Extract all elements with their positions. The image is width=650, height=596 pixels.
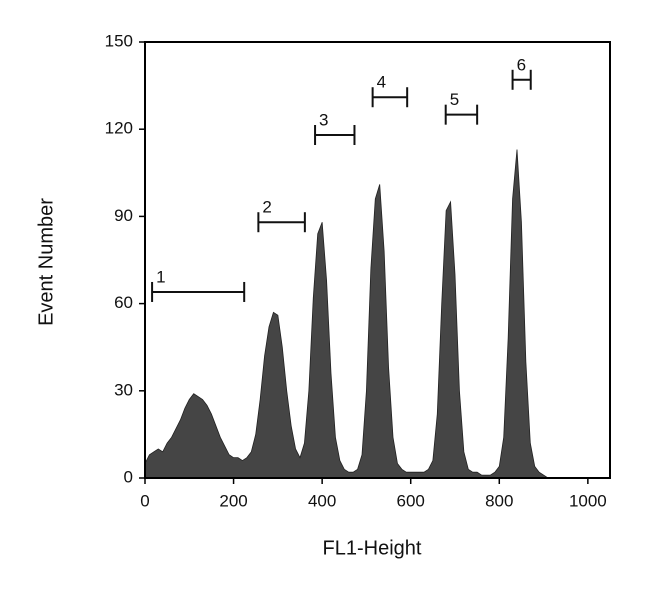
histogram-area [144, 149, 566, 479]
gate-label: 6 [517, 55, 526, 74]
y-tick-label: 60 [114, 293, 133, 312]
y-tick-label: 0 [124, 467, 133, 486]
y-tick-label: 30 [114, 380, 133, 399]
y-tick-label: 90 [114, 206, 133, 225]
gate-label: 5 [450, 90, 459, 109]
plot-frame [144, 41, 611, 479]
gate-label: 2 [262, 198, 271, 217]
gate-label: 1 [156, 267, 165, 286]
gate-label: 3 [319, 110, 328, 129]
gate-label: 4 [377, 73, 386, 92]
y-tick-label: 120 [105, 119, 133, 138]
x-tick-label: 800 [485, 491, 513, 510]
x-tick-label: 400 [308, 491, 336, 510]
x-axis-label: FL1-Height [323, 537, 422, 559]
x-tick-label: 200 [219, 491, 247, 510]
x-tick-label: 0 [140, 491, 149, 510]
x-tick-label: 600 [397, 491, 425, 510]
y-tick-label: 150 [105, 31, 133, 50]
y-axis-label: Event Number [35, 198, 57, 326]
x-tick-label: 1000 [569, 491, 607, 510]
